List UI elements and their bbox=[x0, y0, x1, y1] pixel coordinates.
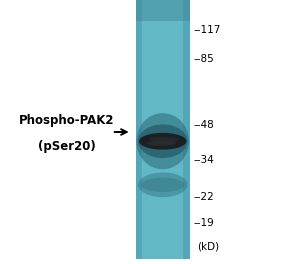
Ellipse shape bbox=[138, 124, 187, 158]
Text: --22: --22 bbox=[194, 192, 215, 202]
Text: --19: --19 bbox=[194, 218, 215, 228]
Ellipse shape bbox=[147, 141, 176, 145]
Ellipse shape bbox=[138, 172, 187, 197]
Ellipse shape bbox=[148, 139, 177, 144]
Bar bbox=[136, 0, 190, 21]
Bar bbox=[136, 0, 190, 259]
Ellipse shape bbox=[136, 113, 189, 169]
Bar bbox=[136, 0, 142, 259]
Ellipse shape bbox=[139, 133, 186, 150]
Text: --34: --34 bbox=[194, 155, 215, 165]
Text: --117: --117 bbox=[194, 25, 221, 35]
Text: Phospho-PAK2: Phospho-PAK2 bbox=[19, 114, 114, 127]
Bar bbox=[183, 0, 190, 259]
Text: --48: --48 bbox=[194, 120, 215, 130]
Ellipse shape bbox=[149, 137, 179, 141]
Text: (kD): (kD) bbox=[197, 242, 219, 252]
Text: --85: --85 bbox=[194, 54, 215, 64]
Ellipse shape bbox=[141, 177, 184, 192]
Text: (pSer20): (pSer20) bbox=[38, 140, 95, 153]
